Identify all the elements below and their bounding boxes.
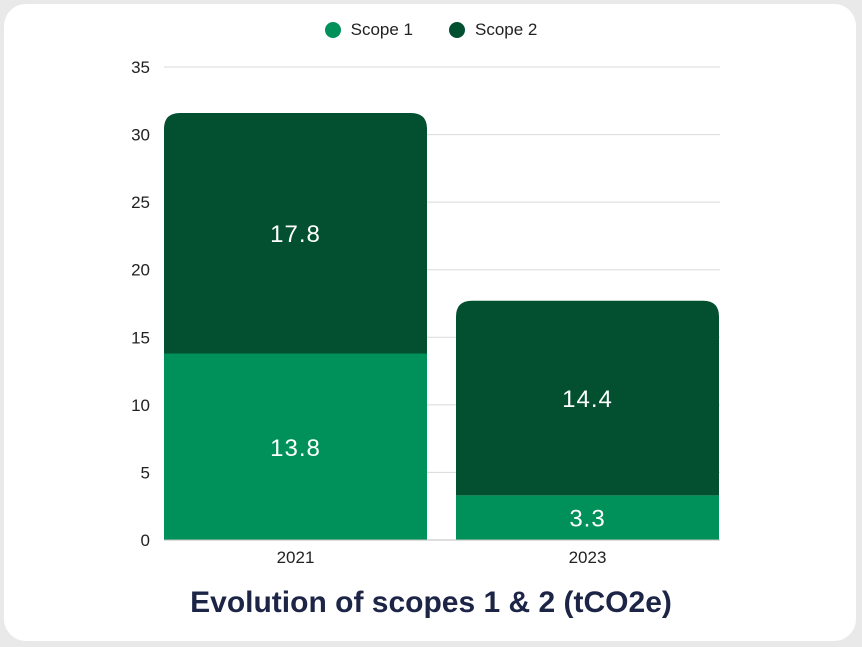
legend-swatch-scope-2 — [449, 22, 465, 38]
bar-segment — [456, 495, 719, 540]
data-label: 14.4 — [562, 386, 613, 413]
y-tick-label: 5 — [141, 463, 150, 482]
data-label: 17.8 — [270, 221, 321, 248]
y-tick-label: 20 — [131, 261, 150, 280]
data-label: 13.8 — [270, 435, 321, 462]
legend-label-scope-2: Scope 2 — [475, 20, 538, 39]
legend: Scope 1 Scope 2 — [0, 20, 862, 40]
bar-segment — [164, 353, 427, 540]
y-tick-label: 10 — [131, 396, 150, 415]
data-label: 3.3 — [569, 506, 605, 533]
y-tick-label: 15 — [131, 328, 150, 347]
legend-item-scope-2[interactable]: Scope 2 — [449, 20, 537, 40]
legend-swatch-scope-1 — [324, 22, 341, 38]
x-tick-label: 2021 — [277, 548, 315, 567]
bar-segment — [456, 300, 719, 496]
legend-label-scope-1: Scope 1 — [350, 20, 413, 39]
chart-title: Evolution of scopes 1 & 2 (tCO2e) — [190, 586, 672, 619]
y-tick-label: 35 — [131, 58, 150, 77]
y-tick-label: 25 — [131, 193, 150, 212]
legend-item-scope-1[interactable]: Scope 1 — [324, 20, 413, 40]
y-tick-label: 0 — [141, 531, 150, 550]
bar-segment — [164, 112, 427, 354]
y-tick-label: 30 — [131, 126, 150, 145]
x-tick-label: 2023 — [569, 548, 607, 567]
